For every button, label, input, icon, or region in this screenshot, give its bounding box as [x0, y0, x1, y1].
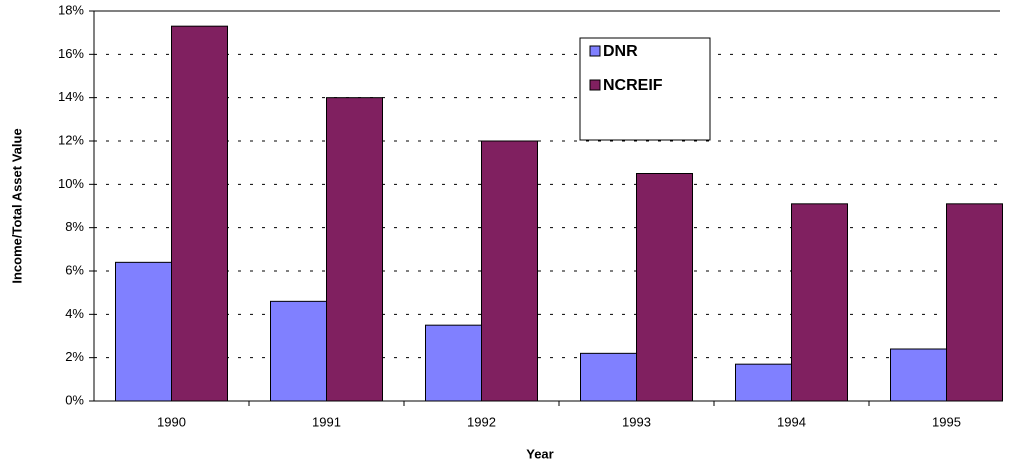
x-tick-label: 1995 — [932, 414, 961, 429]
legend-swatch — [589, 45, 601, 57]
bar — [946, 203, 1003, 402]
x-axis-title: Year — [526, 446, 553, 461]
bar — [580, 352, 637, 402]
x-tick-label: 1992 — [467, 414, 496, 429]
legend-label: DNR — [603, 43, 638, 60]
bar — [890, 348, 947, 402]
bar — [791, 203, 848, 402]
bar — [326, 97, 383, 402]
bar — [425, 324, 482, 402]
bar — [481, 140, 538, 402]
y-axis-title: Income/Total Asset Value — [9, 128, 24, 283]
bar — [115, 261, 172, 402]
x-tick-label: 1993 — [622, 414, 651, 429]
x-tick-label: 1994 — [777, 414, 806, 429]
y-tick-label: 18% — [58, 2, 84, 17]
y-tick-label: 8% — [65, 219, 84, 234]
legend-swatch — [589, 79, 601, 91]
y-tick-label: 2% — [65, 349, 84, 364]
x-tick-label: 1991 — [312, 414, 341, 429]
bar — [636, 173, 693, 402]
y-tick-label: 12% — [58, 132, 84, 147]
y-tick-label: 4% — [65, 306, 84, 321]
y-tick-label: 0% — [65, 392, 84, 407]
y-tick-label: 6% — [65, 262, 84, 277]
bar — [171, 25, 228, 402]
y-tick-label: 16% — [58, 46, 84, 61]
bar — [270, 300, 327, 402]
bar — [735, 363, 792, 402]
x-tick-label: 1990 — [157, 414, 186, 429]
y-tick-label: 10% — [58, 176, 84, 191]
legend-label: NCREIF — [603, 77, 663, 94]
y-tick-label: 14% — [58, 89, 84, 104]
legend-box — [579, 37, 711, 141]
